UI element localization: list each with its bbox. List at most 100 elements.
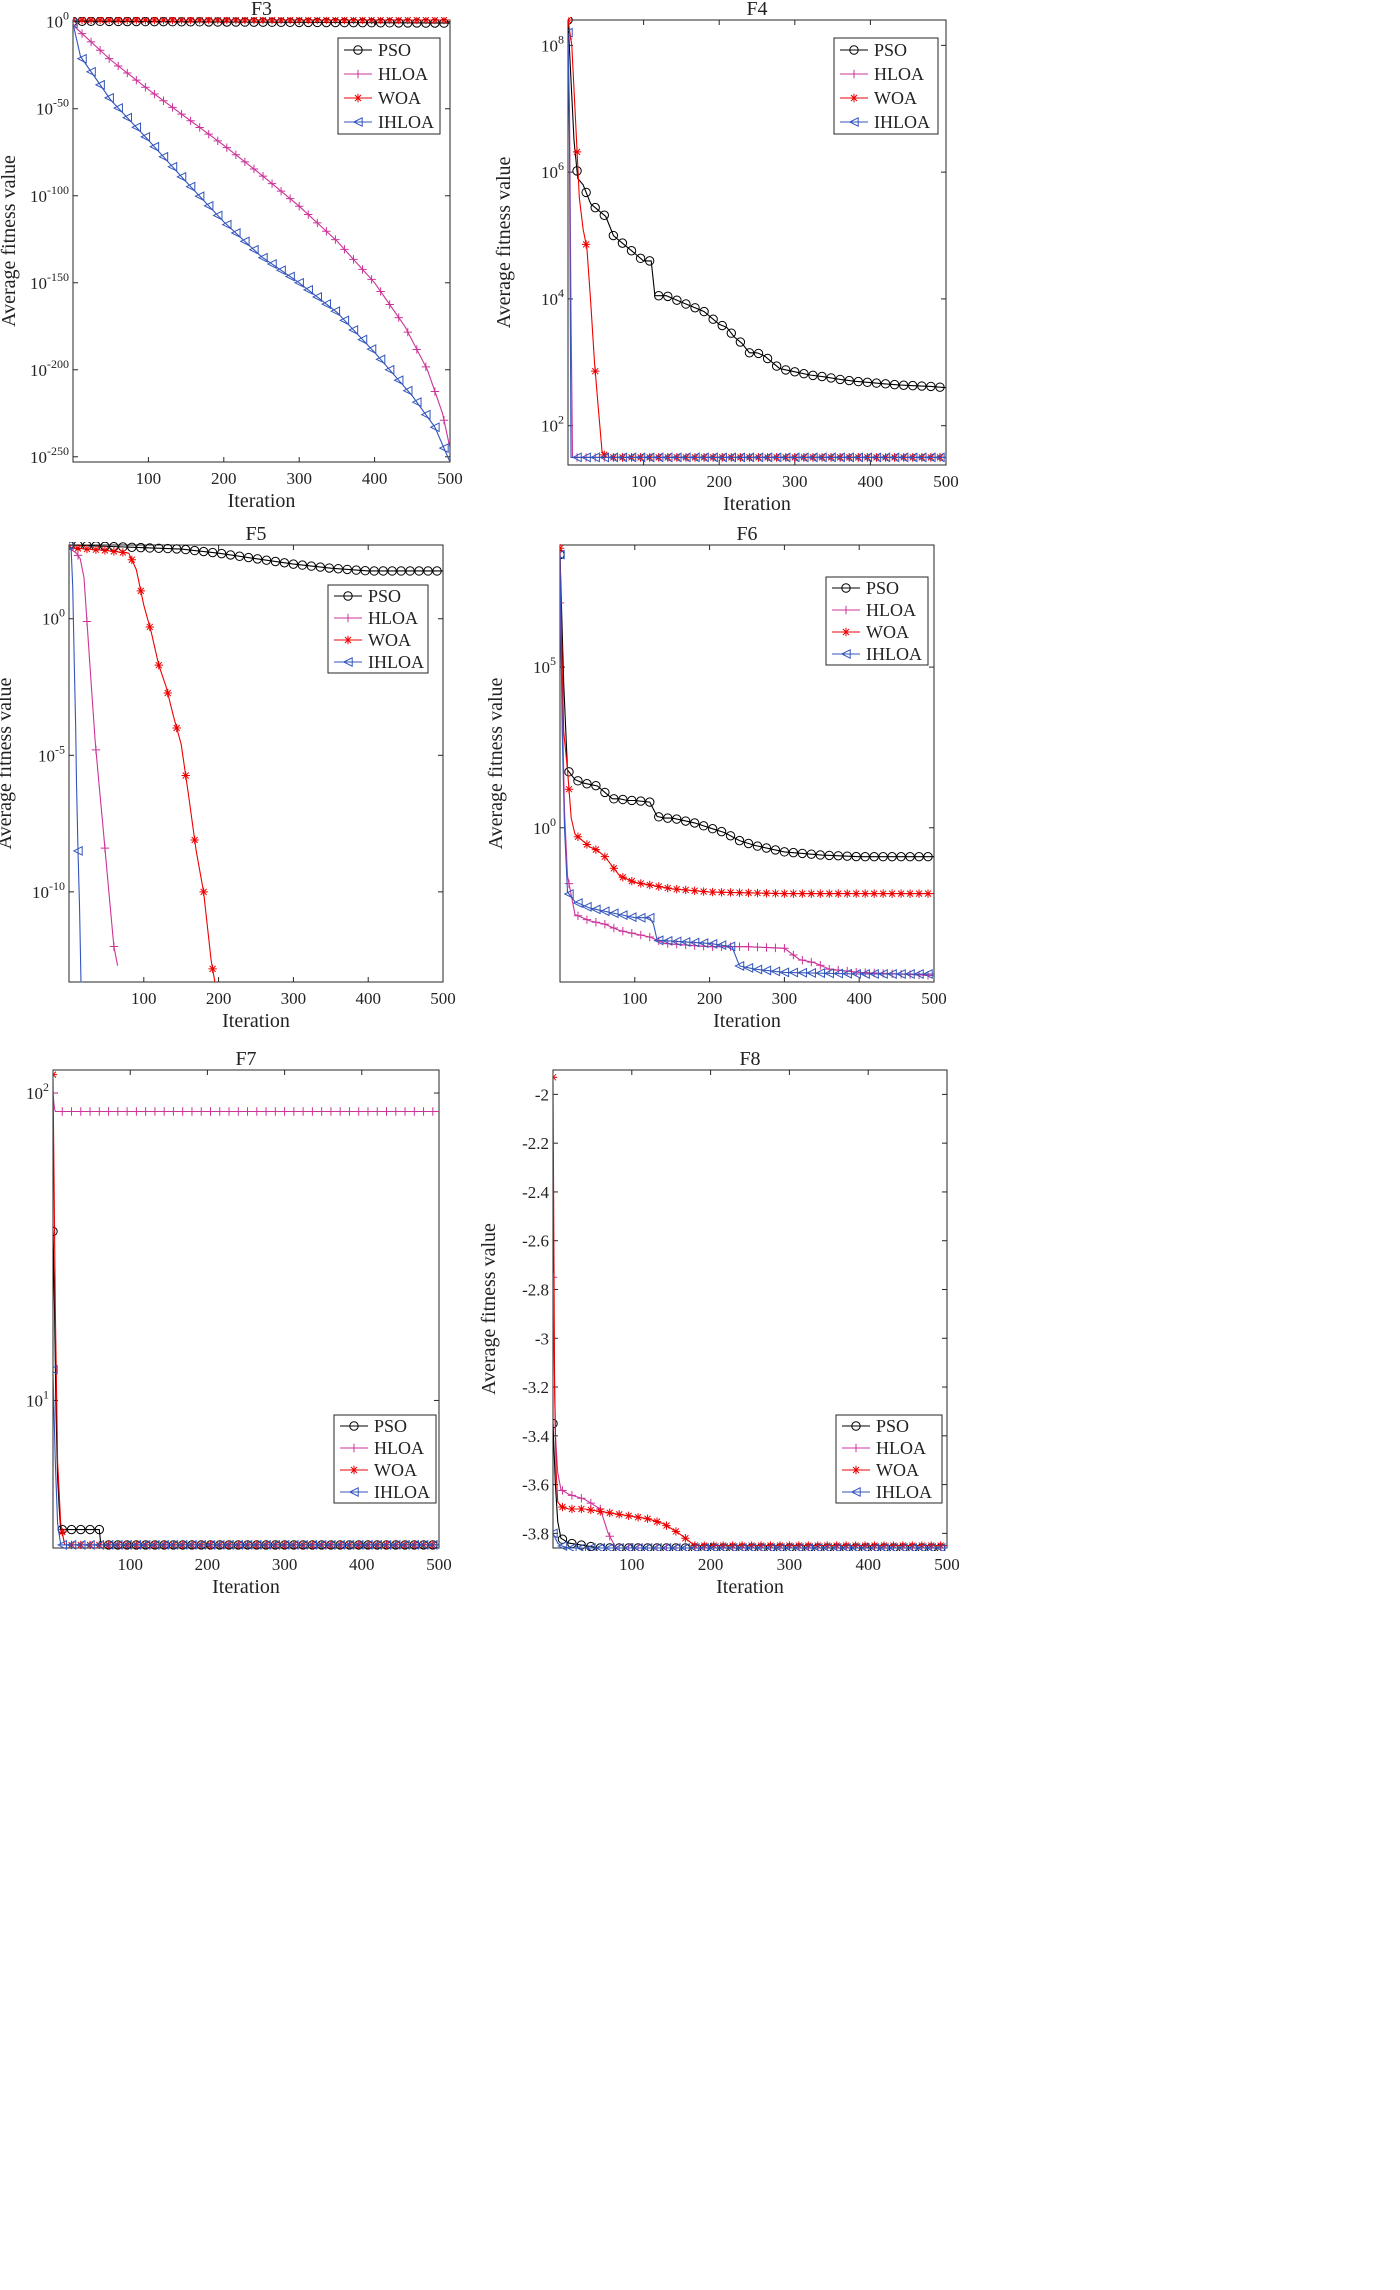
- series-marker: [331, 235, 340, 244]
- series-marker: [439, 17, 449, 25]
- legend-marker: [841, 627, 851, 637]
- series-marker: [617, 238, 628, 248]
- series-marker: [103, 92, 114, 103]
- series-marker: [609, 923, 619, 933]
- series-marker: [905, 889, 915, 898]
- series-marker: [779, 847, 790, 857]
- series-marker: [276, 186, 286, 196]
- y-tick-label: 100: [42, 606, 65, 629]
- series-marker: [169, 1107, 178, 1116]
- series-marker: [206, 1107, 215, 1116]
- series-marker: [600, 919, 610, 929]
- series-marker: [707, 824, 718, 834]
- series-marker: [400, 1107, 410, 1116]
- series-marker: [405, 566, 415, 576]
- series-marker: [843, 889, 852, 898]
- series-pso: [69, 542, 443, 576]
- series-marker: [419, 1107, 428, 1116]
- series-marker: [180, 544, 191, 555]
- series-marker: [553, 1528, 558, 1539]
- series-marker: [258, 17, 268, 25]
- series-marker: [100, 546, 110, 555]
- series-hloa: [73, 21, 450, 449]
- series-marker: [725, 941, 736, 952]
- series-marker: [780, 944, 789, 953]
- series-marker: [761, 843, 772, 853]
- series-marker: [85, 1524, 95, 1535]
- series-marker: [636, 930, 645, 940]
- legend-marker: [353, 45, 363, 55]
- series-marker: [690, 303, 700, 313]
- chart-title: F3: [251, 0, 272, 20]
- series-marker: [187, 1107, 197, 1116]
- series-marker: [385, 300, 394, 309]
- y-tick-label: 100: [46, 9, 69, 32]
- series-marker: [567, 1491, 577, 1500]
- y-tick-label: -2.4: [522, 1183, 549, 1202]
- series-marker: [862, 377, 873, 388]
- x-tick-label: 100: [136, 469, 162, 488]
- series-marker: [234, 551, 245, 561]
- x-tick-label: 200: [195, 1555, 221, 1574]
- series-marker: [367, 17, 376, 25]
- series-marker: [276, 17, 286, 25]
- series-marker: [734, 960, 745, 971]
- series-marker: [699, 306, 709, 317]
- series-marker: [645, 880, 654, 890]
- x-tick-label: 100: [619, 1555, 645, 1574]
- series-marker: [590, 904, 601, 915]
- x-tick-label: 100: [622, 989, 648, 1008]
- series-marker: [430, 387, 440, 396]
- series-marker: [185, 181, 196, 192]
- y-tick-label: 102: [541, 413, 564, 436]
- legend-marker: [343, 591, 353, 601]
- series-marker: [744, 942, 753, 951]
- series-marker: [771, 361, 782, 371]
- x-tick-label: 300: [286, 469, 312, 488]
- series-marker: [581, 240, 591, 249]
- series-marker: [203, 200, 214, 211]
- series-marker: [663, 883, 672, 893]
- series-marker: [222, 17, 232, 25]
- series-marker: [145, 543, 155, 553]
- series-marker: [358, 17, 367, 25]
- series-marker: [860, 851, 870, 862]
- series-marker: [558, 1486, 567, 1495]
- series-marker: [384, 364, 395, 375]
- series-marker: [605, 1532, 614, 1541]
- series-marker: [385, 17, 394, 25]
- series-marker: [627, 795, 637, 806]
- series-marker: [798, 955, 807, 965]
- series-marker: [177, 17, 186, 25]
- legend-label: HLOA: [876, 1438, 926, 1458]
- series-marker: [770, 845, 781, 855]
- series-marker: [131, 122, 142, 133]
- series-ihloa: [69, 542, 83, 983]
- series-marker: [432, 566, 442, 576]
- series-marker: [923, 851, 933, 862]
- series-marker: [780, 889, 789, 898]
- x-axis-label: Iteration: [222, 1010, 290, 1032]
- series-marker: [869, 851, 879, 862]
- series-marker: [123, 17, 132, 25]
- legend-marker: [840, 648, 851, 660]
- series-line: [568, 19, 946, 389]
- x-tick-label: 100: [631, 472, 657, 491]
- series-marker: [825, 964, 834, 974]
- series-marker: [680, 816, 691, 826]
- series-marker: [826, 373, 836, 383]
- series-marker: [243, 1107, 252, 1116]
- series-marker: [825, 889, 834, 898]
- series-marker: [644, 912, 655, 923]
- y-tick-label: 10-5: [38, 742, 65, 765]
- series-marker: [112, 103, 123, 114]
- x-tick-label: 500: [933, 472, 959, 491]
- series-marker: [717, 320, 727, 331]
- series-marker: [213, 136, 222, 146]
- series-marker: [375, 354, 386, 365]
- legend-marker: [851, 1421, 861, 1431]
- series-marker: [581, 901, 592, 912]
- series-marker: [654, 882, 663, 891]
- series-marker: [662, 1521, 671, 1530]
